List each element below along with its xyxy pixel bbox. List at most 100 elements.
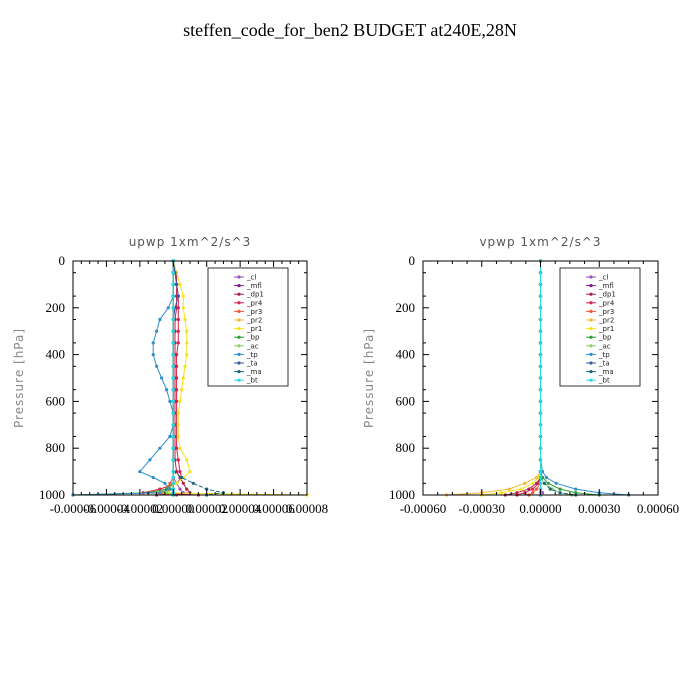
x-tick-label: 0.00008 xyxy=(286,501,328,516)
data-point xyxy=(538,329,543,333)
data-point xyxy=(538,294,543,298)
data-point xyxy=(538,353,543,357)
data-point xyxy=(191,481,195,485)
data-point xyxy=(535,487,539,491)
data-point xyxy=(188,470,192,474)
legend-label: _ma xyxy=(246,368,262,376)
legend-marker xyxy=(237,292,241,296)
x-tick-label: 0.00000 xyxy=(152,501,194,516)
data-point xyxy=(519,487,523,491)
legend-marker xyxy=(589,378,593,382)
legend-label: _ma xyxy=(598,368,614,376)
legend-marker xyxy=(589,344,593,348)
data-point xyxy=(176,317,180,322)
legend-label: _pr1 xyxy=(598,325,614,333)
data-point xyxy=(538,475,543,480)
legend-marker xyxy=(237,352,241,356)
data-point xyxy=(515,491,519,495)
x-tick-label: 0.00002 xyxy=(186,501,228,516)
data-point xyxy=(175,481,179,485)
legend-label: _pr2 xyxy=(246,317,262,325)
data-point xyxy=(538,317,543,322)
data-point xyxy=(160,376,164,380)
data-point xyxy=(178,446,182,450)
data-point xyxy=(538,411,543,415)
data-point xyxy=(178,487,182,491)
data-point xyxy=(176,294,180,298)
data-point xyxy=(166,306,170,310)
series-line-bp xyxy=(72,261,174,496)
data-point xyxy=(176,306,180,310)
y-tick-label: 400 xyxy=(396,347,416,362)
x-tick-label: 0.00000 xyxy=(519,501,561,516)
data-point xyxy=(171,282,175,286)
data-point xyxy=(178,399,182,403)
y-tick-label: 1000 xyxy=(39,487,65,502)
data-point xyxy=(538,470,543,474)
series-line-pr3 xyxy=(528,261,541,496)
y-tick-label: 800 xyxy=(46,440,66,455)
y-tick-label: 400 xyxy=(46,347,66,362)
legend-label: _ac xyxy=(598,342,611,350)
legend-marker xyxy=(237,370,241,374)
panel-upwp: upwp 1xm^2/s^3 Pressure [hPa] 0 200 400 600 80… xyxy=(12,235,328,516)
data-point xyxy=(183,317,187,322)
legend-label: _pr4 xyxy=(246,299,263,307)
data-point xyxy=(185,458,189,462)
data-point xyxy=(527,487,531,491)
y-tick-label: 0 xyxy=(409,253,416,268)
data-point xyxy=(168,434,172,439)
x-tick-label: -0.00030 xyxy=(458,501,505,516)
figure-title: steffen_code_for_ben2 BUDGET at240E,28N xyxy=(183,20,517,40)
legend-marker xyxy=(589,335,593,339)
data-point xyxy=(176,341,180,345)
y-tick-label: 0 xyxy=(59,253,66,268)
data-point xyxy=(171,306,175,310)
data-point xyxy=(175,446,179,450)
legend-marker xyxy=(237,301,241,305)
series-line-pr4 xyxy=(516,261,541,496)
data-point xyxy=(151,341,155,345)
data-point xyxy=(171,317,175,322)
data-point xyxy=(178,470,182,474)
data-point xyxy=(538,388,543,392)
data-point xyxy=(538,399,543,403)
data-point xyxy=(171,475,175,480)
data-point xyxy=(171,434,175,439)
data-point xyxy=(168,481,172,485)
data-point xyxy=(183,364,187,368)
legend-marker xyxy=(589,292,593,296)
legend-marker xyxy=(589,301,593,305)
legend-label: _bt xyxy=(246,377,258,385)
data-point xyxy=(171,271,175,275)
data-point xyxy=(538,282,543,286)
legend-label: _ta xyxy=(598,360,610,368)
data-point xyxy=(171,481,175,485)
series-line-pr2 xyxy=(446,261,541,496)
y-tick-label: 1000 xyxy=(389,487,415,502)
panel-title: vpwp 1xm^2/s^3 xyxy=(479,235,601,249)
legend: _cl_mfl_dp1_pr4_pr3_pr2_pr1_bp_ac_tp_ta_… xyxy=(207,267,289,387)
data-point xyxy=(155,364,159,368)
legend-label: _dp1 xyxy=(598,291,616,299)
data-point xyxy=(175,399,179,403)
data-point xyxy=(178,282,182,286)
data-point xyxy=(181,376,185,380)
data-point xyxy=(171,341,175,345)
data-point xyxy=(171,376,175,380)
legend-label: _pr4 xyxy=(598,299,615,307)
data-point xyxy=(175,353,179,357)
legend-label: _ac xyxy=(246,342,259,350)
data-point xyxy=(175,282,179,286)
data-point xyxy=(175,376,179,380)
legend-marker xyxy=(237,318,241,322)
data-point xyxy=(176,411,180,415)
data-point xyxy=(538,341,543,345)
series-line-pr1 xyxy=(481,261,541,496)
data-point xyxy=(138,470,142,474)
data-point xyxy=(171,399,175,403)
legend-marker xyxy=(589,309,593,313)
data-point xyxy=(171,446,175,450)
legend-label: _bp xyxy=(598,334,612,342)
x-tick-label: -0.00002 xyxy=(117,501,164,516)
